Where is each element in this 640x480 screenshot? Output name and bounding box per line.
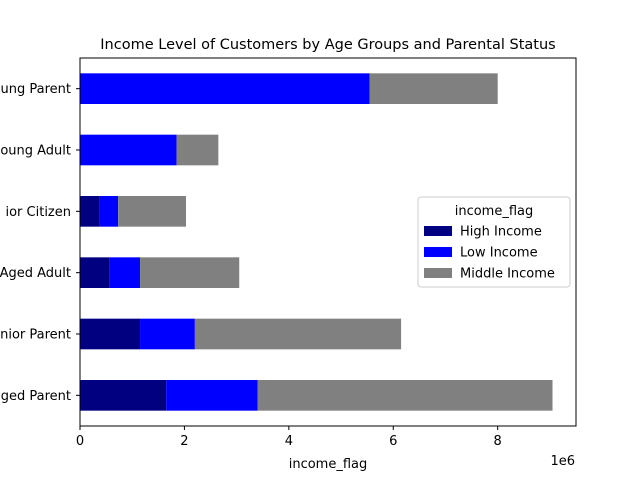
bar-segment (140, 318, 195, 350)
legend-frame (417, 196, 571, 288)
y-tick-label: Aged Adult (0, 266, 71, 281)
legend-title: income_flag (455, 204, 534, 219)
x-tick-label: 0 (76, 434, 84, 449)
legend-swatch (424, 226, 452, 236)
y-tick-label: nior Parent (0, 328, 71, 343)
legend-swatch (424, 247, 452, 257)
bar-segment (369, 73, 498, 104)
legend-entry-label: High Income (460, 225, 542, 240)
legend-entry-label: Middle Income (460, 267, 555, 282)
bar-segment (257, 380, 553, 411)
x-tick-label: 4 (285, 434, 293, 449)
bar-segment (99, 196, 119, 227)
legend-swatch (424, 268, 452, 278)
bar-segment (80, 196, 100, 227)
legend-entry-label: Low Income (460, 246, 538, 261)
chart-title: Income Level of Customers by Age Groups … (100, 37, 555, 53)
bars-group (80, 73, 553, 411)
bar-segment (80, 134, 177, 166)
x-axis-multiplier: 1e6 (550, 454, 575, 469)
x-tick-label: 6 (389, 434, 397, 449)
x-axis-label: income_flag (289, 457, 368, 472)
bar-segment (80, 318, 141, 350)
bar-segment (140, 257, 240, 288)
bar-segment (80, 257, 110, 288)
bar-segment (176, 134, 219, 166)
x-axis-ticks: 0 2 4 6 8 (76, 426, 502, 449)
bar-segment (194, 318, 402, 350)
plot-frame (79, 57, 577, 427)
legend: income_flag High Income Low Income Middle I… (417, 196, 571, 288)
bar-segment (80, 73, 370, 104)
y-tick-label: oung Adult (0, 144, 71, 159)
bar-segment (80, 380, 167, 411)
y-tick-label: ged Parent (1, 389, 71, 404)
bar-segment (118, 196, 186, 227)
bar-segment (166, 380, 258, 411)
y-tick-label: ior Citizen (5, 205, 71, 220)
bar-segment (109, 257, 141, 288)
x-tick-label: 8 (494, 434, 502, 449)
x-tick-label: 2 (180, 434, 188, 449)
y-tick-label: ung Parent (1, 82, 71, 97)
y-axis-ticks: ged Parent nior Parent Aged Adult ior Citiz… (0, 82, 80, 404)
